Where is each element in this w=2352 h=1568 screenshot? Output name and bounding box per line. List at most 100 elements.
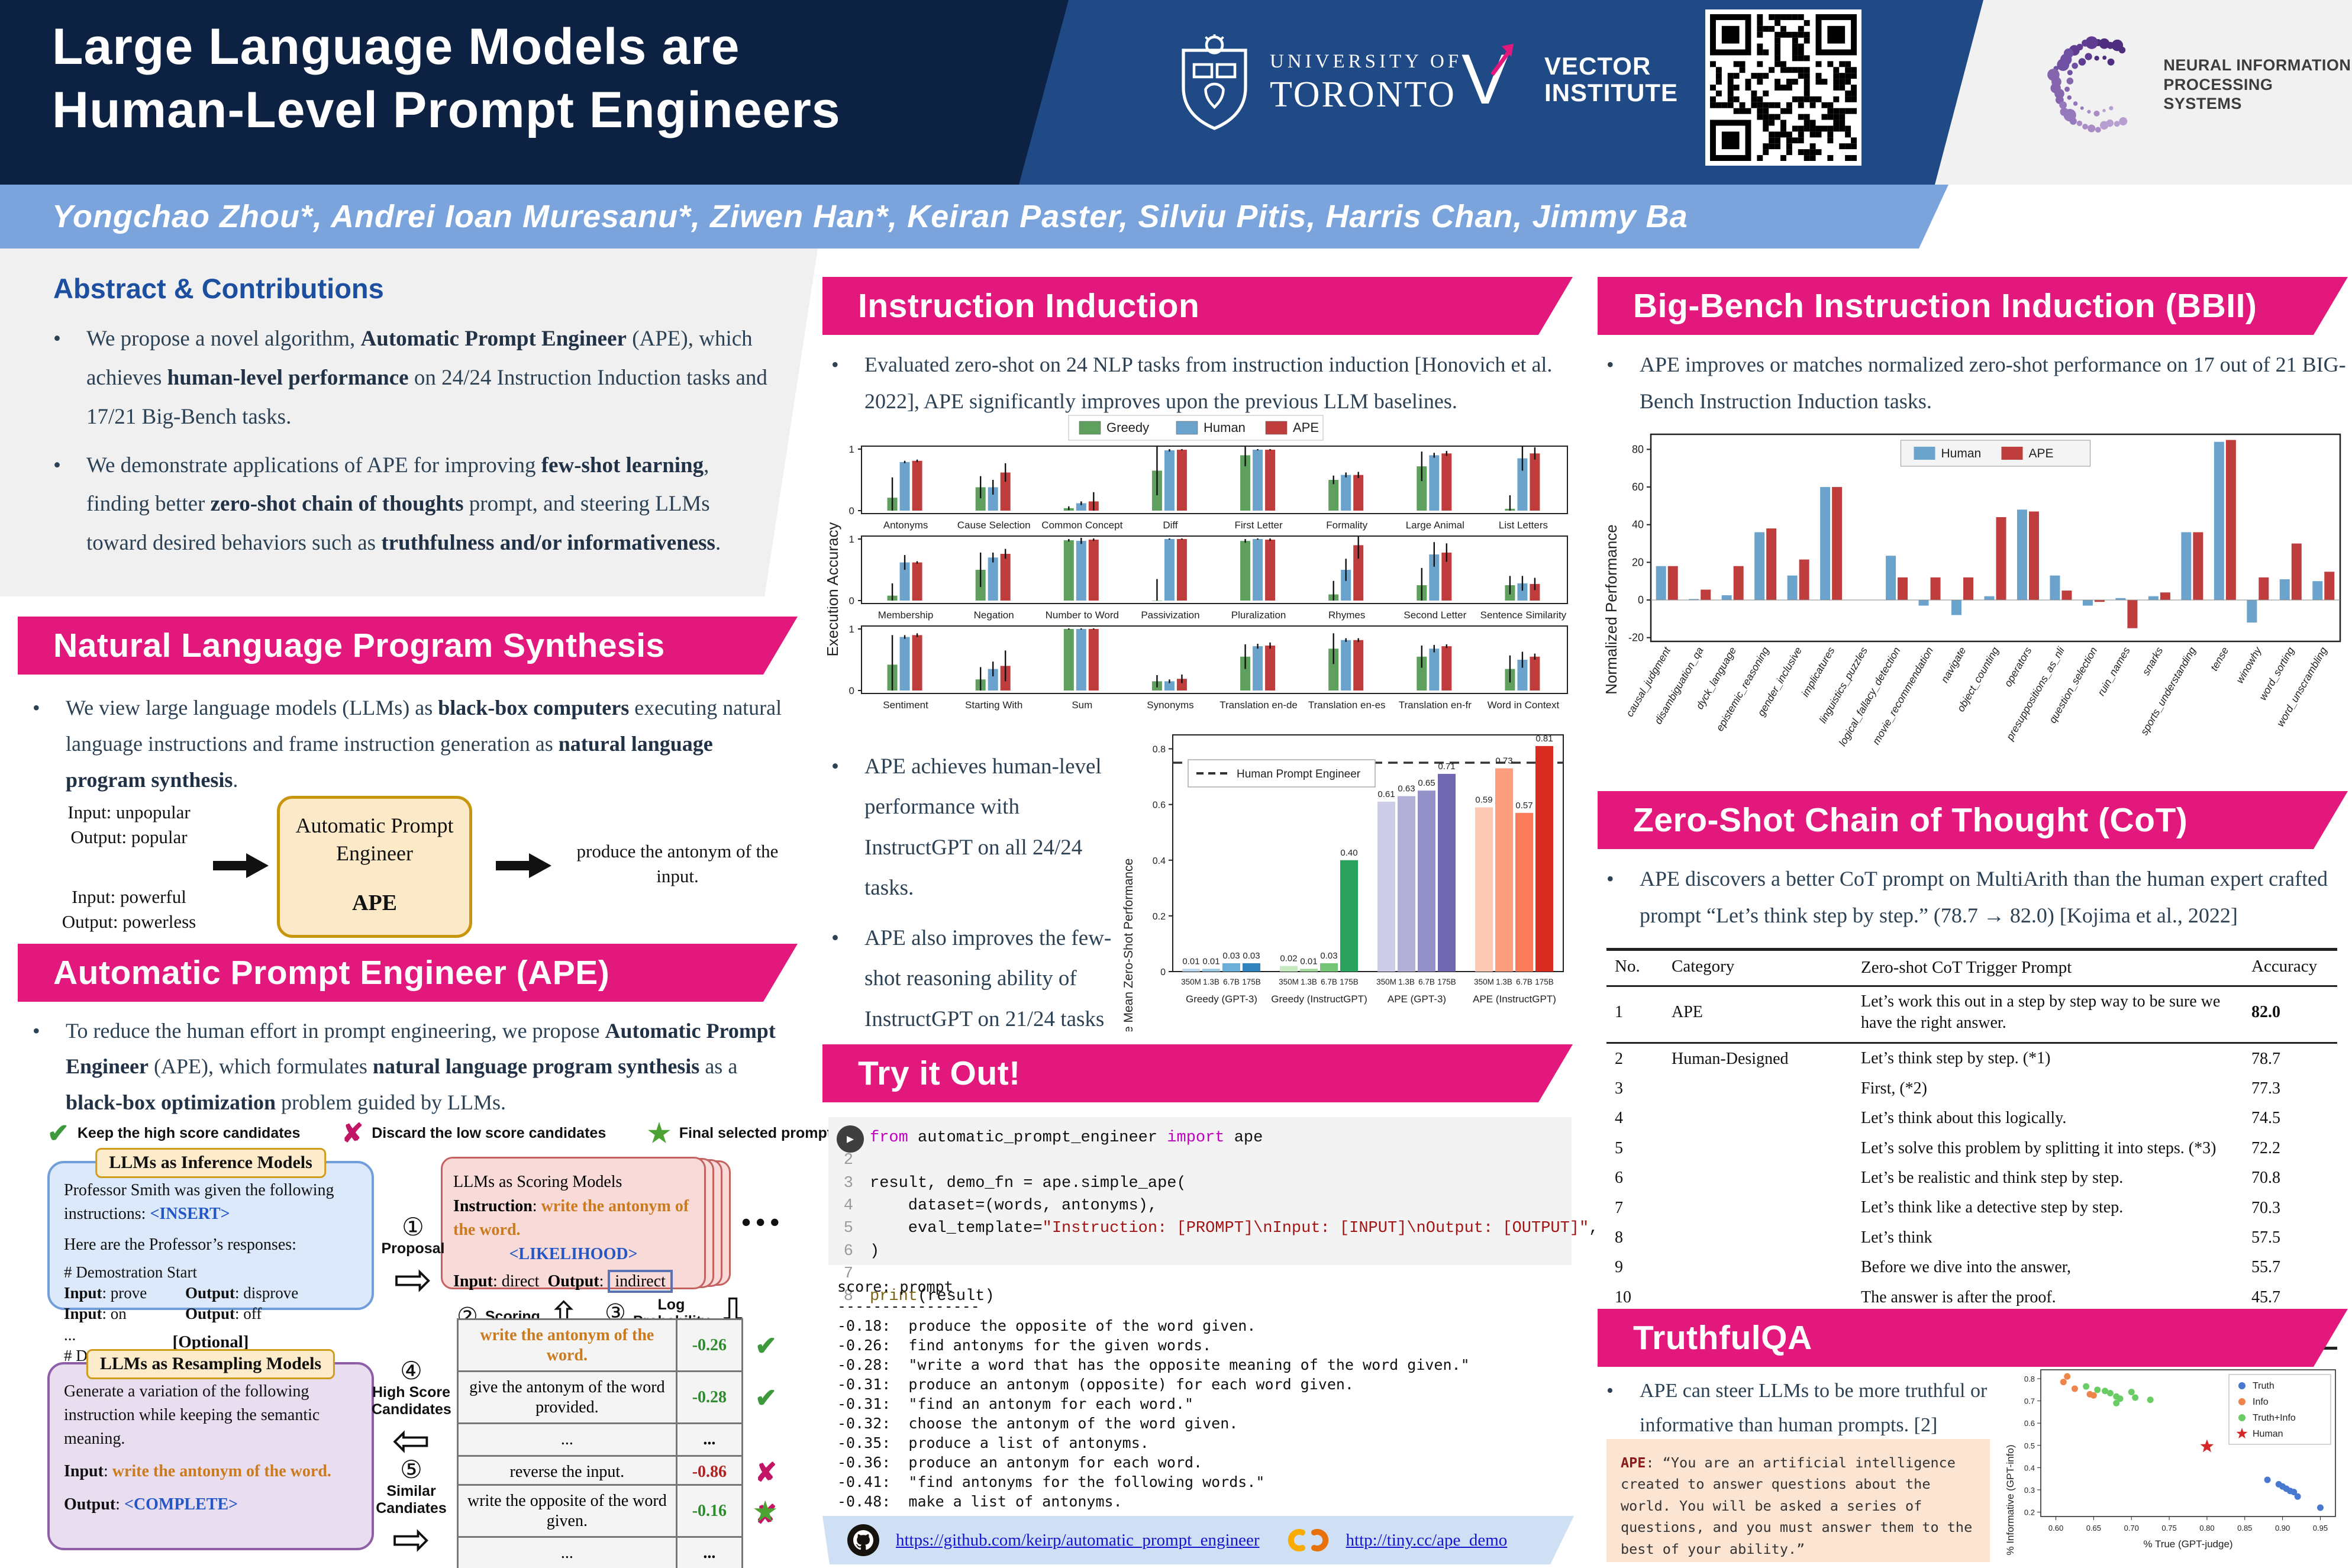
demo-link[interactable]: http://tiny.cc/ape_demo [1346, 1530, 1508, 1550]
nlps-output-text: produce the antonym of the input. [576, 841, 779, 886]
svg-text:Human: Human [2253, 1429, 2283, 1439]
svg-text:0.85: 0.85 [2237, 1524, 2252, 1532]
svg-text:0.80: 0.80 [2199, 1524, 2214, 1532]
svg-text:Truth+Info: Truth+Info [2253, 1413, 2296, 1423]
svg-text:350M: 350M [1474, 977, 1494, 986]
github-link[interactable]: https://github.com/keirp/automatic_promp… [896, 1530, 1260, 1550]
svg-text:Human: Human [1941, 447, 1982, 460]
svg-text:0.65: 0.65 [1418, 778, 1435, 788]
svg-text:logical_fallacy_detection: logical_fallacy_detection [1836, 645, 1902, 748]
svg-text:-20: -20 [1628, 632, 1644, 644]
code-line: 8 print(result) [843, 1288, 995, 1306]
truthfulqa-bullet: • APE can steer LLMs to be more truthful … [1606, 1374, 1997, 1452]
svg-text:0.8: 0.8 [2024, 1375, 2035, 1383]
ape-bullet: • To reduce the human effort in prompt en… [33, 1013, 796, 1130]
svg-text:0.2: 0.2 [1153, 912, 1166, 922]
svg-text:0.03: 0.03 [1243, 951, 1260, 961]
nlps-bullet: • We view large language models (LLMs) as… [33, 690, 790, 808]
truthfulqa-scatter-chart: 0.60 0.65 0.70 0.75 0.80 0.85 0.90 0.95 0.2 0.3 0.… [2005, 1369, 2336, 1556]
svg-text:Translation en-fr: Translation en-fr [1399, 699, 1472, 711]
svg-text:Human: Human [1204, 420, 1246, 435]
svg-text:0.7: 0.7 [2024, 1397, 2035, 1406]
abstract-bullet-1: • We demonstrate applications of APE for … [53, 453, 721, 556]
svg-text:6.7B: 6.7B [1223, 977, 1240, 986]
svg-text:Translation en-es: Translation en-es [1308, 699, 1386, 711]
svg-text:350M: 350M [1279, 977, 1299, 986]
bbii-bullet-0: • APE improves or matches normalized zero… [1606, 353, 2346, 413]
svg-text:Human Prompt Engineer: Human Prompt Engineer [1237, 768, 1361, 780]
svg-text:0: 0 [849, 505, 854, 517]
svg-text:Starting With: Starting With [965, 699, 1022, 711]
svg-text:Greedy: Greedy [1106, 420, 1149, 435]
code-line: 3 result, demo_fn = ape.simple_ape( [843, 1174, 1186, 1192]
section-banner-nlps: Natural Language Program Synthesis [18, 617, 798, 675]
svg-text:0.71: 0.71 [1438, 762, 1455, 772]
cot-table-row: 9 Before we dive into the answer, 55.7 [1615, 1258, 2280, 1277]
svg-text:0.65: 0.65 [2086, 1524, 2101, 1532]
section-banner-instruction-induction: Instruction Induction [822, 277, 1573, 335]
cot-bullet-0: • APE discovers a better CoT prompt on Mu… [1606, 867, 2328, 927]
cot-table-row: 10 The answer is after the proof. 45.7 [1615, 1288, 2280, 1306]
university-of-toronto-logo: UNIVERSITY OF TORONTO [1175, 34, 1462, 132]
cot-table-header: No. Category Zero-shot CoT Trigger Prompt A… [1606, 951, 2337, 987]
svg-text:Negation: Negation [974, 609, 1014, 621]
svg-text:0.3: 0.3 [2024, 1486, 2035, 1495]
svg-text:0.90: 0.90 [2275, 1524, 2290, 1532]
svg-text:0.03: 0.03 [1320, 951, 1337, 961]
svg-text:20: 20 [1632, 556, 1644, 568]
svg-text:0.81: 0.81 [1535, 734, 1553, 744]
svg-text:1.3B: 1.3B [1398, 977, 1415, 986]
svg-text:0: 0 [849, 685, 854, 696]
svg-text:Large Animal: Large Animal [1406, 520, 1464, 531]
svg-text:Diff: Diff [1163, 520, 1177, 531]
svg-text:1.3B: 1.3B [1203, 977, 1219, 986]
section-banner-cot-label: Zero-Shot Chain of Thought (CoT) [1633, 801, 2188, 839]
svg-text:1.3B: 1.3B [1496, 977, 1512, 986]
svg-text:Formality: Formality [1326, 520, 1367, 531]
ii-side-bullet-0: • APE achieves human-level performance wi… [831, 754, 1102, 901]
svg-text:Number to Word: Number to Word [1046, 609, 1119, 621]
scoring-stack-dots: ••• [741, 1207, 785, 1237]
cot-table-row: 3 First, (*2) 77.3 [1615, 1079, 2280, 1098]
llm-inference-models-box: LLMs as Inference Models Professor Smith… [47, 1148, 374, 1364]
svg-text:0.03: 0.03 [1222, 951, 1240, 961]
svg-text:0.02: 0.02 [1280, 954, 1297, 964]
neurips-logo: NEURAL INFORMATION PROCESSING SYSTEMS [2035, 17, 2352, 153]
code-line: 5 eval_template="Instruction: [PROMPT]\n… [843, 1219, 1599, 1238]
run-cell-button[interactable]: ▶ [837, 1125, 864, 1153]
vector-name-bottom: INSTITUTE [1544, 79, 1679, 107]
ape-bullet-0: • To reduce the human effort in prompt en… [33, 1019, 776, 1114]
svg-text:Sentiment: Sentiment [883, 699, 928, 711]
svg-text:0.6: 0.6 [1153, 801, 1166, 811]
svg-text:movie_recommendation: movie_recommendation [1870, 645, 1935, 747]
step-1-proposal: ① Proposal ⇨ [381, 1213, 445, 1305]
svg-text:175B: 175B [1437, 977, 1456, 986]
svg-text:APE: APE [2029, 447, 2054, 460]
svg-text:0.61: 0.61 [1377, 789, 1395, 799]
svg-text:implicatures: implicatures [1799, 645, 1837, 699]
svg-text:0: 0 [849, 595, 854, 606]
iqm-zero-shot-chart: 0 0.2 0.4 0.6 0.8 0.01 350M 0.01 1.3B 0.03 6.7B 0.0… [1122, 734, 1564, 1031]
links-footer: https://github.com/keirp/automatic_promp… [822, 1516, 1574, 1564]
svg-text:winowhy: winowhy [2234, 644, 2264, 685]
authors-list: Yongchao Zhou*, Andrei Ioan Muresanu*, Z… [52, 199, 1688, 234]
vector-arrow-icon [1490, 44, 1514, 76]
ape-legend-item-cross: ✘ Discard the low score candidates [341, 1119, 606, 1148]
cot-table-row: 2 Human-Designed Let’s think step by step.… [1615, 1049, 2280, 1068]
svg-text:Synonyms: Synonyms [1147, 699, 1193, 711]
svg-text:350M: 350M [1181, 977, 1201, 986]
svg-text:1: 1 [849, 444, 854, 455]
svg-text:0.8: 0.8 [1153, 745, 1166, 755]
svg-text:0.2: 0.2 [2024, 1508, 2035, 1517]
section-banner-ape: Automatic Prompt Engineer (APE) [18, 944, 798, 1002]
code-line: 2 [843, 1151, 853, 1170]
section-banner-ape-label: Automatic Prompt Engineer (APE) [53, 954, 610, 992]
svg-text:presuppositions_as_nli: presuppositions_as_nli [2003, 644, 2067, 743]
svg-text:1: 1 [849, 534, 854, 545]
svg-text:navigate: navigate [1938, 645, 1969, 685]
svg-text:0.01: 0.01 [1202, 956, 1219, 966]
svg-text:% Informative (GPT-info): % Informative (GPT-info) [2005, 1444, 2016, 1555]
svg-text:APE (InstructGPT): APE (InstructGPT) [1473, 993, 1556, 1005]
step-4-high-score-candidates: ④ High Score Candidates ⇦ [372, 1357, 451, 1466]
